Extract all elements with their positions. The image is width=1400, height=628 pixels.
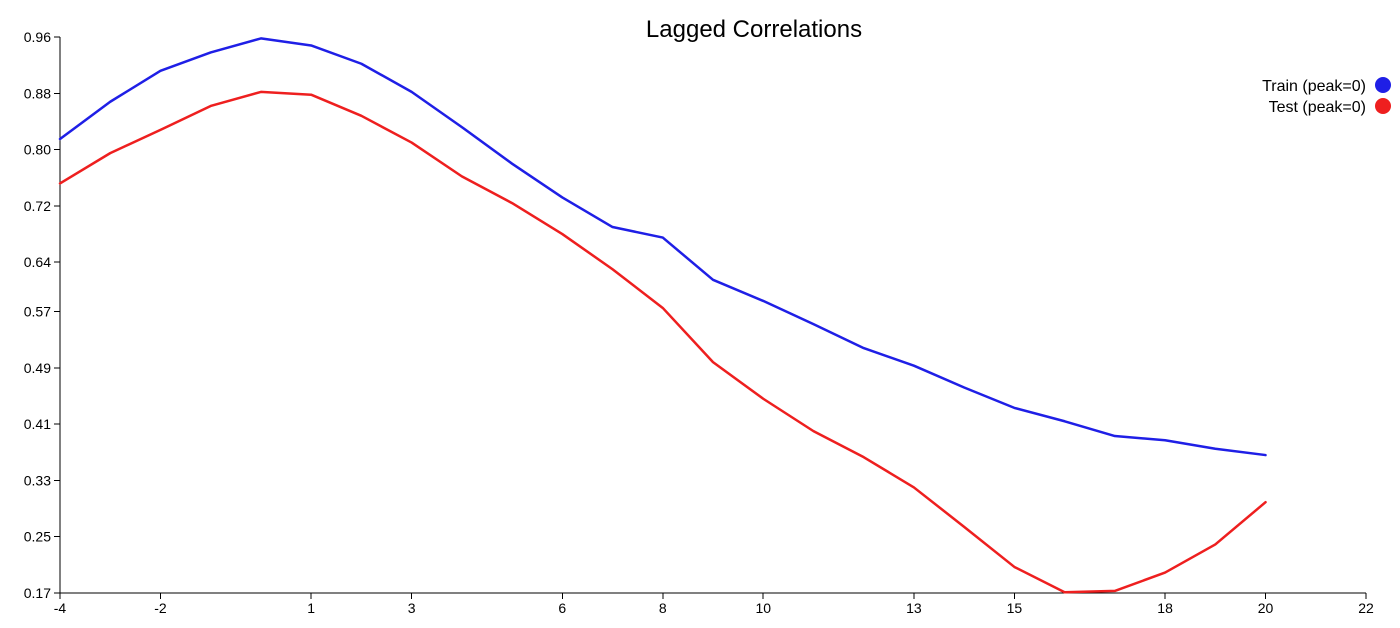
x-tick-label: 6	[558, 600, 566, 616]
legend-label: Test (peak=0)	[1269, 99, 1366, 116]
x-tick-label: 10	[755, 600, 771, 616]
x-tick-label: 1	[307, 600, 315, 616]
legend: Train (peak=0) Test (peak=0)	[1262, 77, 1391, 116]
legend-item: Train (peak=0)	[1262, 77, 1391, 95]
y-tick-label: 0.57	[24, 303, 51, 319]
y-tick-label: 0.25	[24, 529, 51, 545]
y-tick-label: 0.41	[24, 416, 51, 432]
series-line-train	[58, 37, 1267, 457]
legend-marker	[1375, 77, 1391, 93]
legend-label: Train (peak=0)	[1262, 78, 1366, 95]
y-tick-label: 0.49	[24, 360, 51, 376]
series-line-test	[58, 90, 1267, 594]
legend-marker	[1375, 98, 1391, 114]
y-tick-label: 0.17	[24, 585, 51, 601]
series-layer	[58, 37, 1267, 594]
y-tick-label: 0.80	[24, 142, 51, 158]
x-tick-label: 15	[1007, 600, 1023, 616]
x-tick-label: 20	[1258, 600, 1274, 616]
x-tick-label: -4	[54, 600, 67, 616]
legend-item: Test (peak=0)	[1269, 98, 1391, 116]
x-tick-label: 13	[906, 600, 922, 616]
x-tick-label: -2	[154, 600, 167, 616]
x-tick-label: 18	[1157, 600, 1173, 616]
y-tick-label: 0.88	[24, 85, 51, 101]
x-tick-label: 8	[659, 600, 667, 616]
x-tick-label: 22	[1358, 600, 1374, 616]
y-tick-label: 0.96	[24, 29, 51, 45]
chart-title: Lagged Correlations	[646, 16, 862, 43]
axes: 0.17 0.25 0.33 0.41 0.49 0.57 0.64 0.72 0.80 0.88…	[24, 29, 1374, 616]
x-tick-label: 3	[408, 600, 416, 616]
y-tick-label: 0.72	[24, 198, 51, 214]
y-tick-label: 0.33	[24, 472, 51, 488]
y-tick-label: 0.64	[24, 254, 51, 270]
